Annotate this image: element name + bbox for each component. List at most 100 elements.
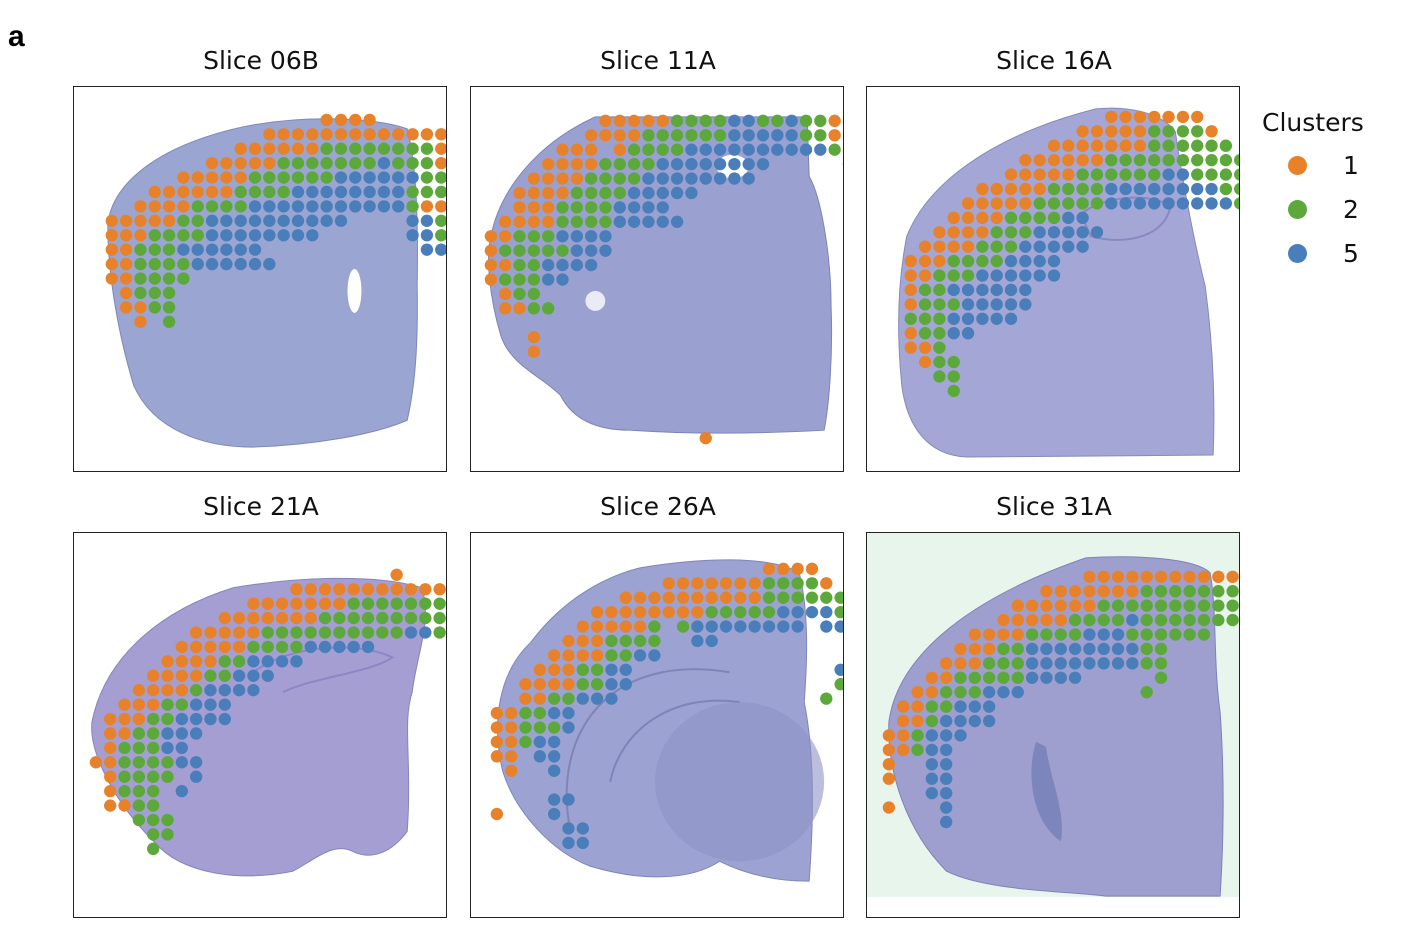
spot-cluster-1 xyxy=(1212,570,1225,583)
spot-cluster-5 xyxy=(961,298,975,311)
spot-cluster-1 xyxy=(134,315,147,328)
spot-cluster-1 xyxy=(290,583,303,596)
spot-cluster-5 xyxy=(175,756,188,769)
spot-cluster-5 xyxy=(762,620,776,633)
spot-cluster-1 xyxy=(513,186,526,200)
spot-cluster-5 xyxy=(1062,211,1075,224)
legend-title: Clusters xyxy=(1262,108,1364,137)
spot-cluster-1 xyxy=(505,764,518,777)
spot-cluster-1 xyxy=(148,185,161,199)
spot-cluster-2 xyxy=(556,201,569,214)
spot-cluster-1 xyxy=(275,611,289,625)
spot-cluster-1 xyxy=(648,591,661,604)
spot-cluster-1 xyxy=(263,156,276,170)
spot-cluster-5 xyxy=(547,706,561,720)
spot-cluster-1 xyxy=(435,128,446,141)
spot-cluster-1 xyxy=(189,669,203,682)
spot-cluster-2 xyxy=(670,143,684,156)
spot-cluster-5 xyxy=(1076,240,1089,253)
spot-cluster-2 xyxy=(1154,613,1168,627)
spot-cluster-1 xyxy=(1111,570,1125,583)
spot-cluster-5 xyxy=(968,714,981,728)
spot-cluster-1 xyxy=(1011,599,1024,612)
spot-cluster-1 xyxy=(105,214,118,227)
spot-cluster-5 xyxy=(377,200,391,213)
spot-cluster-5 xyxy=(656,172,669,185)
spot-cluster-2 xyxy=(347,597,360,610)
spot-cluster-2 xyxy=(118,756,131,769)
spot-cluster-2 xyxy=(1047,211,1061,224)
spot-cluster-2 xyxy=(933,298,946,311)
spot-cluster-1 xyxy=(376,583,389,596)
spot-cluster-2 xyxy=(748,605,761,619)
spot-cluster-2 xyxy=(261,640,274,654)
spot-cluster-1 xyxy=(119,286,133,300)
spot-cluster-2 xyxy=(392,156,405,170)
spot-cluster-1 xyxy=(982,628,996,641)
spot-cluster-1 xyxy=(304,611,317,625)
spot-cluster-1 xyxy=(961,226,975,239)
spot-cluster-1 xyxy=(189,626,203,639)
ventricle-hole xyxy=(347,269,362,313)
spot-cluster-2 xyxy=(177,229,190,242)
spot-cluster-1 xyxy=(805,562,819,576)
subplot-title-06B: Slice 06B xyxy=(203,46,319,75)
spot-cluster-5 xyxy=(189,770,203,783)
spot-cluster-2 xyxy=(533,706,546,720)
spot-cluster-1 xyxy=(191,185,204,199)
spot-cluster-5 xyxy=(205,214,219,227)
spot-cluster-2 xyxy=(1234,154,1239,167)
spot-cluster-5 xyxy=(642,172,655,185)
spot-cluster-5 xyxy=(619,678,632,691)
spot-cluster-1 xyxy=(1068,585,1082,598)
spot-cluster-2 xyxy=(527,230,541,243)
spot-cluster-5 xyxy=(334,200,348,213)
spot-cluster-2 xyxy=(1004,226,1018,239)
spot-cluster-2 xyxy=(918,312,932,325)
spot-cluster-2 xyxy=(148,286,161,300)
spot-cluster-2 xyxy=(1212,613,1225,627)
spot-cluster-2 xyxy=(420,185,434,199)
spot-cluster-5 xyxy=(954,700,967,713)
spot-cluster-1 xyxy=(820,577,833,590)
spot-cluster-2 xyxy=(685,114,698,128)
spot-cluster-5 xyxy=(263,200,276,213)
spot-cluster-5 xyxy=(1133,197,1147,210)
spot-cluster-1 xyxy=(1019,197,1032,210)
spot-cluster-1 xyxy=(1062,139,1075,152)
spot-cluster-5 xyxy=(742,114,755,128)
spot-cluster-1 xyxy=(1033,168,1046,181)
spot-cluster-2 xyxy=(1047,182,1061,196)
spot-cluster-2 xyxy=(134,272,147,285)
spot-cluster-1 xyxy=(147,684,160,697)
spot-cluster-1 xyxy=(1011,613,1024,627)
spot-cluster-2 xyxy=(1234,197,1239,210)
spot-cluster-2 xyxy=(954,686,967,699)
spot-cluster-2 xyxy=(435,171,446,184)
spot-cluster-2 xyxy=(162,257,176,271)
spot-cluster-2 xyxy=(361,611,375,625)
axes-slice-06B xyxy=(73,86,447,472)
spot-cluster-1 xyxy=(105,243,118,256)
spot-cluster-2 xyxy=(1219,139,1233,152)
spot-cluster-5 xyxy=(961,283,975,297)
spot-cluster-1 xyxy=(897,714,910,728)
spot-cluster-5 xyxy=(656,157,669,171)
spot-cluster-5 xyxy=(633,649,647,662)
spot-cluster-2 xyxy=(347,626,360,639)
spot-cluster-5 xyxy=(619,663,632,676)
spot-cluster-2 xyxy=(599,201,612,214)
spot-cluster-2 xyxy=(290,640,303,654)
spot-cluster-5 xyxy=(925,772,939,785)
spot-cluster-1 xyxy=(420,200,434,213)
spot-cluster-2 xyxy=(1162,153,1175,167)
spot-cluster-5 xyxy=(705,620,718,633)
spot-cluster-5 xyxy=(1205,182,1218,196)
spot-cluster-5 xyxy=(334,185,348,199)
spot-cluster-2 xyxy=(132,770,146,783)
spot-cluster-1 xyxy=(1191,110,1204,124)
spot-cluster-2 xyxy=(349,156,362,170)
spot-cluster-1 xyxy=(105,229,118,242)
spot-cluster-1 xyxy=(175,640,188,654)
spot-cluster-2 xyxy=(435,214,446,227)
